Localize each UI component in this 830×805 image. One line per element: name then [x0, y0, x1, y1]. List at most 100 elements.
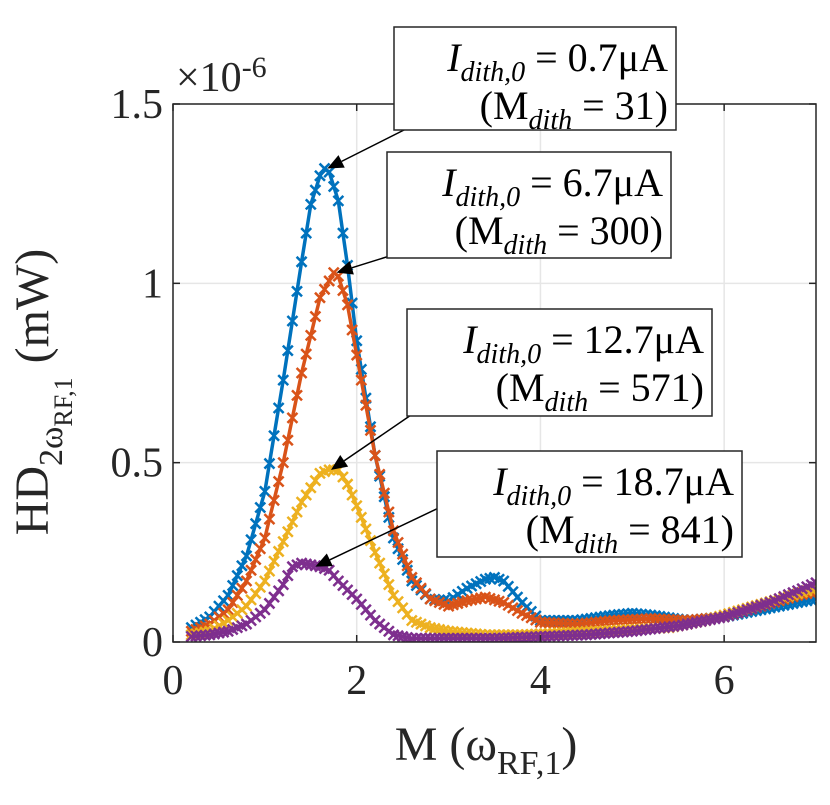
data-point-marker: [337, 227, 349, 240]
data-point-marker: [539, 616, 551, 629]
y-tick-label: 1.5: [111, 82, 164, 128]
data-point-marker: [608, 614, 620, 627]
data-point-marker: [231, 569, 244, 582]
data-point-marker: [539, 630, 551, 642]
data-point-marker: [323, 463, 336, 476]
data-point-marker: [245, 564, 257, 577]
data-point-marker: [263, 565, 276, 578]
annotation-arrow-head: [330, 455, 349, 470]
data-point-marker: [281, 344, 294, 357]
data-point-marker: [249, 517, 262, 530]
data-point-marker: [268, 429, 280, 442]
annotation-value: = 18.7μA: [571, 459, 734, 504]
data-point-marker: [341, 298, 354, 311]
data-point-marker: [378, 567, 391, 580]
data-point-marker: [350, 499, 363, 512]
data-point-marker: [520, 631, 533, 642]
annotation-arrow-head: [327, 155, 345, 169]
data-point-marker: [286, 411, 299, 424]
annotation-paren-symbol: (M: [455, 208, 504, 253]
x-label-main: M (ω: [395, 718, 497, 771]
data-point-marker: [653, 613, 666, 626]
annotation-line-1: Idith,0 = 6.7μA: [441, 160, 663, 213]
data-point-marker: [309, 310, 322, 323]
annotation-paren-symbol: (M: [496, 365, 545, 410]
data-point-marker: [529, 630, 542, 642]
annotations: Idith,0 = 0.7μA(Mdith = 31)Idith,0 = 6.7…: [315, 26, 743, 567]
annotation-subscript: dith,0: [507, 481, 572, 512]
data-point-marker: [254, 542, 267, 555]
data-point-marker: [369, 449, 381, 462]
annotation-box: [386, 151, 672, 259]
data-point-marker: [364, 424, 377, 437]
x-tick-label: 6: [714, 658, 735, 704]
annotation-arrow-head: [315, 553, 333, 567]
data-point-marker: [263, 457, 276, 470]
data-point-marker: [810, 576, 816, 589]
data-point-marker: [506, 631, 519, 642]
data-point-marker: [304, 198, 317, 211]
annotation-value: = 12.7μA: [541, 317, 704, 362]
data-point-marker: [226, 596, 239, 609]
annotation-subscript-2: dith: [529, 105, 573, 136]
annotation-value: = 6.7μA: [520, 160, 663, 205]
data-point-marker: [258, 532, 271, 544]
data-point-marker: [552, 630, 565, 642]
data-point-marker: [382, 506, 395, 518]
data-point-marker: [401, 559, 414, 572]
data-point-marker: [327, 180, 340, 193]
data-point-marker: [355, 511, 368, 524]
series-group: [185, 162, 816, 642]
data-point-marker: [245, 533, 257, 546]
data-point-marker: [626, 613, 639, 626]
data-point-marker: [378, 487, 391, 500]
data-point-marker: [548, 630, 561, 642]
data-point-marker: [552, 617, 565, 630]
data-point-marker: [630, 613, 643, 626]
annotation-box: [436, 450, 743, 558]
x-tick-label: 2: [346, 658, 367, 704]
data-point-marker: [254, 501, 267, 514]
data-point-marker: [635, 613, 648, 626]
data-point-marker: [236, 582, 248, 595]
data-point-marker: [369, 546, 381, 559]
annotation-arrow-line: [341, 126, 411, 163]
data-point-marker: [543, 616, 556, 629]
data-point-marker: [249, 553, 262, 566]
data-point-marker: [300, 348, 313, 361]
data-point-marker: [286, 315, 299, 327]
y-exponent-base: ×10: [176, 55, 242, 101]
data-point-marker: [557, 617, 570, 630]
data-point-marker: [640, 613, 652, 625]
y-tick-label: 1: [142, 261, 163, 307]
y-label-main: HD: [6, 466, 59, 535]
x-label-close: ): [561, 718, 577, 771]
data-point-marker: [314, 291, 326, 304]
annotation-subscript-2: dith: [504, 230, 548, 261]
data-point-marker: [222, 603, 234, 616]
data-point-marker: [360, 399, 372, 412]
data-point-marker: [337, 284, 349, 297]
data-point-marker: [543, 630, 556, 642]
data-point-marker: [644, 612, 657, 625]
data-point-marker: [562, 629, 574, 642]
annotation-2: Idith,0 = 6.7μA(Mdith = 300): [336, 151, 672, 275]
annotation-box: [406, 308, 713, 417]
data-point-marker: [511, 631, 524, 642]
data-point-marker: [355, 374, 368, 387]
annotation-3: Idith,0 = 12.7μA(Mdith = 571): [330, 308, 713, 470]
data-point-marker: [304, 329, 317, 342]
data-point-marker: [272, 475, 285, 488]
annotation-line-2: (Mdith = 571): [496, 365, 704, 418]
data-point-marker: [295, 496, 308, 509]
data-point-marker: [309, 184, 322, 196]
annotation-line-2: (Mdith = 300): [455, 208, 663, 261]
annotation-symbol: I: [462, 317, 478, 362]
data-point-marker: [281, 569, 294, 582]
data-point-marker: [277, 456, 290, 469]
data-point-marker: [236, 559, 248, 572]
x-label-sub: RF,1: [497, 745, 561, 782]
data-point-marker: [566, 629, 579, 642]
data-point-marker: [396, 548, 409, 561]
